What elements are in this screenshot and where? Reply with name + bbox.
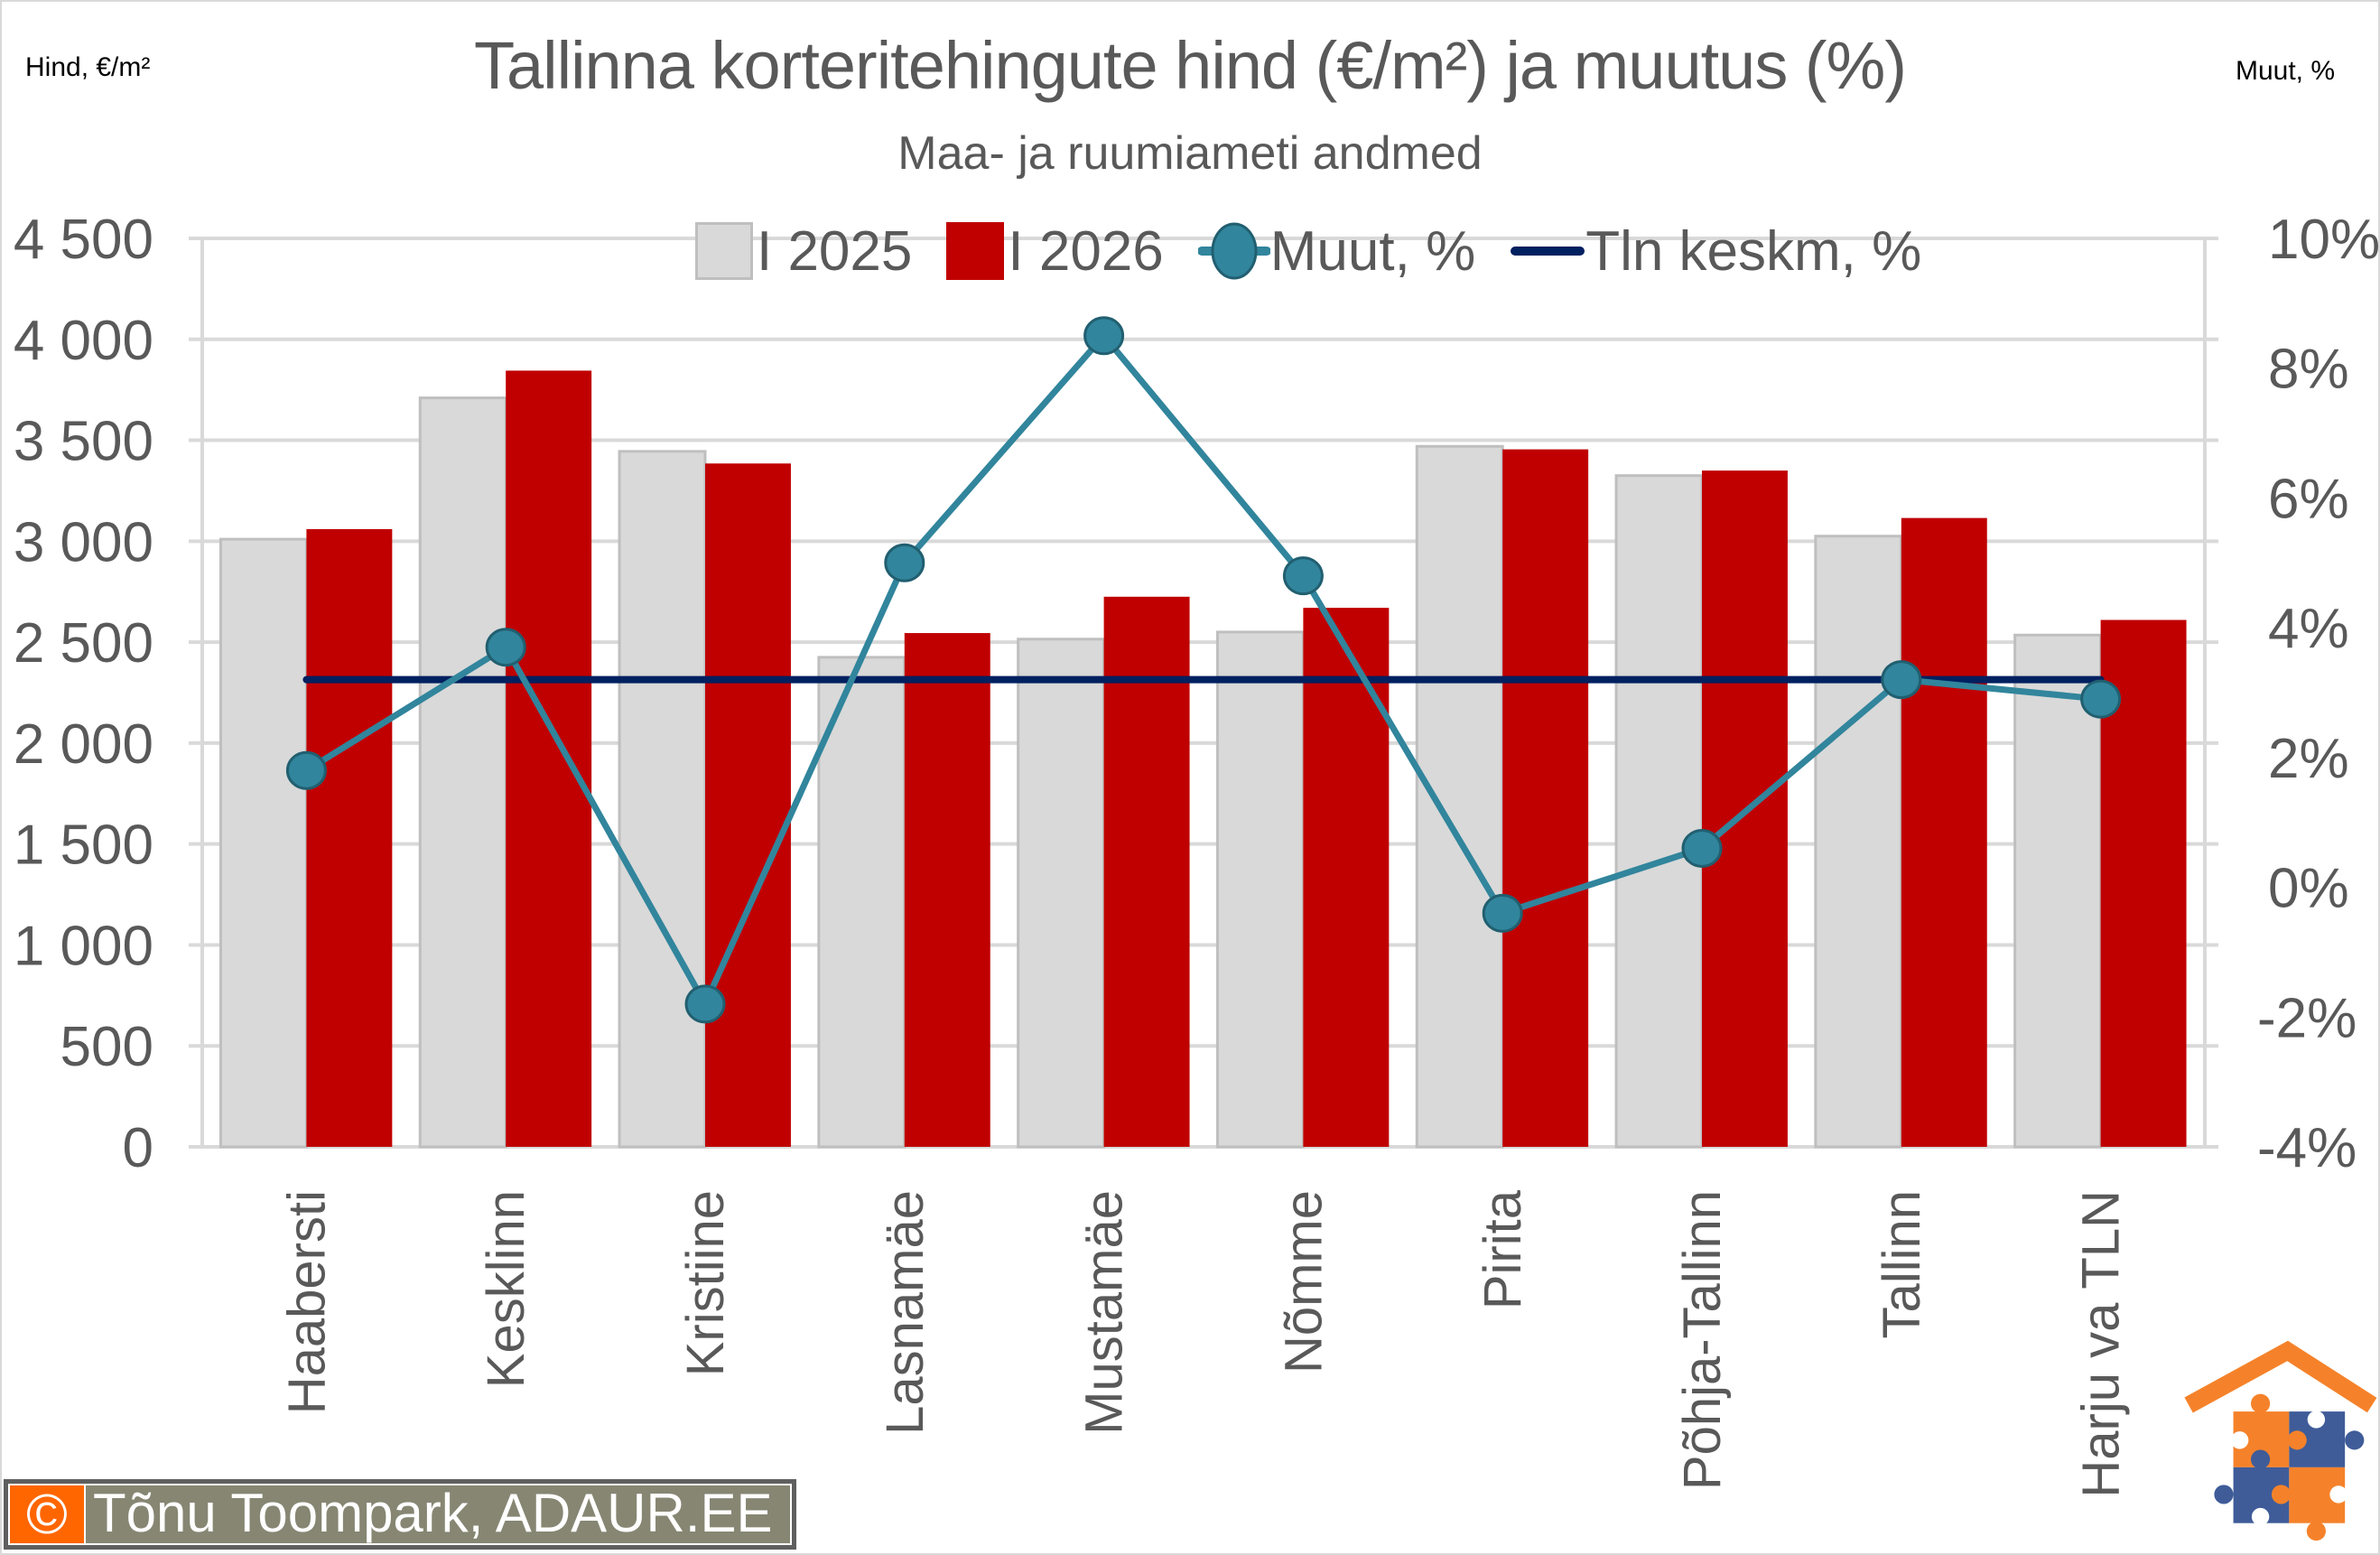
right-axis-tick-label: 6% bbox=[2268, 468, 2349, 530]
category-label: Harju va TLN bbox=[2072, 1190, 2131, 1498]
bar-2025[interactable] bbox=[1614, 474, 1704, 1149]
house-puzzle-logo-icon bbox=[2184, 1340, 2377, 1541]
muut-marker[interactable] bbox=[1282, 556, 1324, 596]
bar-2026[interactable] bbox=[506, 370, 592, 1147]
bar-2026[interactable] bbox=[904, 633, 990, 1147]
category-label: Mustamäe bbox=[1075, 1190, 1134, 1435]
category-label: Haabersti bbox=[277, 1190, 336, 1414]
left-axis-tick-label: 1 000 bbox=[14, 915, 153, 977]
muut-marker[interactable] bbox=[2080, 679, 2122, 719]
left-axis-tick-label: 3 000 bbox=[14, 511, 153, 573]
left-axis-ticks: 0 500 1 000 1 500 2 000 2 500 3 000 3 500 4 000 4… bbox=[14, 209, 153, 1179]
bar-2026[interactable] bbox=[1502, 449, 1589, 1147]
legend-label-muut: Muut, % bbox=[1269, 219, 1476, 283]
right-axis-tick-label: -2% bbox=[2257, 987, 2357, 1049]
left-axis-title: Hind, €/m² bbox=[25, 52, 151, 82]
left-axis-tick-label: 500 bbox=[60, 1016, 153, 1078]
legend-item-2025[interactable]: I 2025 bbox=[695, 219, 912, 284]
muut-marker[interactable] bbox=[1083, 316, 1125, 356]
muut-marker[interactable] bbox=[485, 628, 526, 667]
right-axis-tick-label: 10% bbox=[2268, 209, 2380, 271]
bar-series bbox=[218, 370, 2187, 1149]
right-axis-tick-label: 2% bbox=[2268, 728, 2349, 790]
bar-2025[interactable] bbox=[218, 537, 308, 1149]
right-axis-title: Muut, % bbox=[2235, 56, 2335, 86]
bar-2026[interactable] bbox=[1901, 517, 1987, 1147]
category-label: Põhja-Tallinn bbox=[1673, 1190, 1732, 1490]
bar-2025[interactable] bbox=[817, 656, 906, 1149]
right-axis-ticks: -4% -2% 0% 2% 4% 6% 8% 10% bbox=[2257, 209, 2380, 1179]
left-axis-tick-label: 2 500 bbox=[14, 612, 153, 675]
bar-2026[interactable] bbox=[1103, 596, 1190, 1147]
legend-item-muut[interactable]: Muut, % bbox=[1197, 215, 1476, 287]
legend-swatch-2025 bbox=[695, 222, 753, 280]
category-label: Kesklinn bbox=[477, 1190, 535, 1388]
muut-line-series bbox=[285, 316, 2122, 1024]
bar-2025[interactable] bbox=[1215, 630, 1305, 1149]
left-axis-tick-label: 4 500 bbox=[14, 209, 153, 271]
bar-2025[interactable] bbox=[418, 396, 507, 1149]
category-label: Tallinn bbox=[1873, 1190, 1931, 1338]
line-icon bbox=[1511, 247, 1585, 256]
legend-label-tln-keskm: Tln keskm, % bbox=[1585, 219, 1922, 283]
right-axis-tick-label: 4% bbox=[2268, 598, 2349, 660]
category-label: Kristiine bbox=[676, 1190, 735, 1376]
category-label: Nõmme bbox=[1274, 1190, 1333, 1373]
bar-2025[interactable] bbox=[1814, 535, 1903, 1149]
bar-2026[interactable] bbox=[705, 463, 791, 1147]
left-axis-tick-label: 1 500 bbox=[14, 815, 153, 877]
bar-2025[interactable] bbox=[618, 450, 707, 1149]
circle-marker-icon bbox=[1197, 222, 1270, 280]
right-axis-tick-label: 0% bbox=[2268, 858, 2349, 920]
muut-marker[interactable] bbox=[285, 750, 327, 790]
category-label: Lasnamäe bbox=[876, 1190, 934, 1435]
legend-label-2025: I 2025 bbox=[757, 219, 913, 283]
copyright-text: Tõnu Toompark, ADAUR.EE bbox=[84, 1485, 790, 1543]
chart-subtitle: Maa- ja ruumiameti andmed bbox=[897, 127, 1483, 180]
chart-title: Tallinna korteritehingute hind (€/m²) ja… bbox=[474, 28, 1907, 103]
legend-item-tln-keskm[interactable]: Tln keskm, % bbox=[1510, 215, 1921, 287]
left-axis-tick-label: 4 000 bbox=[14, 310, 153, 372]
left-axis-tick-label: 0 bbox=[123, 1117, 153, 1179]
copyright-badge: © Tõnu Toompark, ADAUR.EE bbox=[4, 1479, 796, 1550]
legend-label-2026: I 2026 bbox=[1008, 219, 1164, 283]
bar-2025[interactable] bbox=[1017, 638, 1106, 1149]
muut-marker[interactable] bbox=[1881, 660, 1922, 700]
muut-line[interactable] bbox=[304, 331, 2101, 1011]
bar-2026[interactable] bbox=[306, 528, 393, 1147]
muut-marker[interactable] bbox=[884, 543, 925, 582]
right-axis-tick-label: 8% bbox=[2268, 339, 2349, 401]
left-axis-tick-label: 2 000 bbox=[14, 713, 153, 776]
muut-marker[interactable] bbox=[1482, 893, 1523, 933]
muut-marker[interactable] bbox=[1681, 828, 1723, 868]
left-axis-tick-label: 3 500 bbox=[14, 411, 153, 473]
bar-2026[interactable] bbox=[1303, 608, 1390, 1147]
right-axis-tick-label: -4% bbox=[2257, 1117, 2357, 1179]
legend: I 2025 I 2026 Muut, % Tln keskm, % bbox=[695, 215, 1956, 287]
legend-item-2026[interactable]: I 2026 bbox=[946, 219, 1164, 284]
category-axis-labels: Haabersti Kesklinn Kristiine Lasnamäe Mustam… bbox=[277, 1189, 2130, 1497]
category-label: Pirita bbox=[1474, 1189, 1532, 1309]
bar-2025[interactable] bbox=[1415, 444, 1504, 1149]
muut-marker[interactable] bbox=[684, 984, 726, 1024]
legend-swatch-2026 bbox=[946, 222, 1005, 280]
copyright-icon: © bbox=[10, 1484, 84, 1546]
